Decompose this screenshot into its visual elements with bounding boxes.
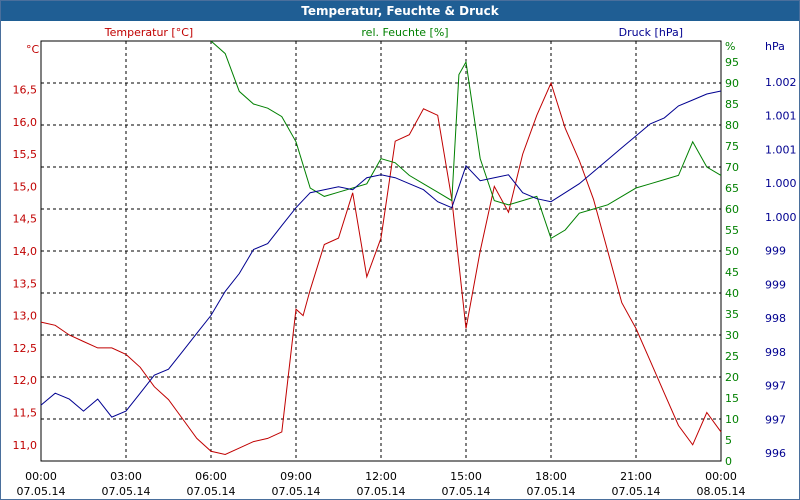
- humidity-tick-label: 20: [725, 371, 739, 384]
- pressure-axis: 996 997 997 998 998 999 999 1.000 1.000 1.001 1.00…: [765, 76, 797, 460]
- pressure-axis-title: Druck [hPa]: [619, 26, 683, 39]
- x-tick-time: 00:00: [705, 470, 737, 483]
- x-tick-date: 07.05.14: [612, 485, 661, 498]
- x-tick-date: 07.05.14: [187, 485, 236, 498]
- humidity-tick-label: 55: [725, 224, 739, 237]
- humidity-tick-label: 40: [725, 287, 739, 300]
- pressure-tick-label: 1.001: [765, 143, 797, 156]
- humidity-axis: 0 5 10 15 20 25 30 35 40 45 50 55 60 65 70 75 80 85 90 95: [725, 56, 739, 468]
- x-tick-time: 21:00: [620, 470, 652, 483]
- temperature-tick-label: 11,0: [13, 439, 38, 452]
- humidity-axis-unit: %: [725, 40, 735, 53]
- humidity-series-line: [210, 40, 722, 240]
- humidity-tick-label: 80: [725, 119, 739, 132]
- humidity-tick-label: 10: [725, 413, 739, 426]
- grid: [41, 41, 721, 461]
- pressure-tick-label: 1.001: [765, 110, 797, 123]
- temperature-axis: 11,0 11,5 12,0 12,5 13,0 13,5 14,0 14,5 15,0 15,5…: [13, 83, 38, 451]
- humidity-tick-label: 75: [725, 140, 739, 153]
- humidity-tick-label: 85: [725, 98, 739, 111]
- temperature-tick-label: 15,0: [13, 180, 38, 193]
- pressure-tick-label: 999: [765, 245, 786, 258]
- x-tick-date: 07.05.14: [527, 485, 576, 498]
- x-tick-time: 00:00: [25, 470, 57, 483]
- x-tick-date: 07.05.14: [17, 485, 66, 498]
- time-axis: 00:00 07.05.14 03:00 07.05.14 06:00 07.05.14 0…: [17, 470, 746, 498]
- temperature-tick-label: 12,0: [13, 374, 38, 387]
- pressure-axis-unit: hPa: [765, 40, 785, 53]
- temperature-tick-label: 11,5: [13, 407, 38, 420]
- x-tick-date: 07.05.14: [102, 485, 151, 498]
- pressure-tick-label: 1.000: [765, 177, 797, 190]
- humidity-tick-label: 50: [725, 245, 739, 258]
- x-tick-date: 07.05.14: [442, 485, 491, 498]
- temperature-series-line: [40, 81, 722, 456]
- x-tick-time: 03:00: [110, 470, 142, 483]
- humidity-tick-label: 35: [725, 308, 739, 321]
- humidity-tick-label: 45: [725, 266, 739, 279]
- humidity-tick-label: 95: [725, 56, 739, 69]
- pressure-tick-label: 997: [765, 380, 786, 393]
- series-lines: [40, 40, 722, 456]
- pressure-tick-label: 998: [765, 312, 786, 325]
- x-tick-time: 12:00: [365, 470, 397, 483]
- temperature-tick-label: 14,5: [13, 213, 38, 226]
- temperature-tick-label: 12,5: [13, 342, 38, 355]
- temperature-tick-label: 16,0: [13, 116, 38, 129]
- x-tick-time: 09:00: [280, 470, 312, 483]
- x-tick-date: 08.05.14: [697, 485, 746, 498]
- pressure-tick-label: 997: [765, 413, 786, 426]
- temperature-axis-unit: °C: [26, 43, 40, 56]
- x-tick-time: 18:00: [535, 470, 567, 483]
- pressure-tick-label: 998: [765, 346, 786, 359]
- humidity-tick-label: 60: [725, 203, 739, 216]
- pressure-tick-label: 996: [765, 447, 786, 460]
- pressure-series-line: [40, 90, 722, 418]
- temperature-tick-label: 15,5: [13, 148, 38, 161]
- temperature-tick-label: 13,0: [13, 310, 38, 323]
- humidity-axis-title: rel. Feuchte [%]: [361, 26, 448, 39]
- window-title: Temperatur, Feuchte & Druck: [1, 1, 799, 21]
- temperature-axis-title: Temperatur [°C]: [104, 26, 193, 39]
- humidity-tick-label: 5: [725, 434, 732, 447]
- humidity-tick-label: 65: [725, 182, 739, 195]
- x-tick-time: 06:00: [195, 470, 227, 483]
- humidity-tick-label: 25: [725, 350, 739, 363]
- x-tick-time: 15:00: [450, 470, 482, 483]
- temperature-tick-label: 16,5: [13, 83, 38, 96]
- pressure-tick-label: 999: [765, 278, 786, 291]
- humidity-tick-label: 30: [725, 329, 739, 342]
- humidity-tick-label: 90: [725, 77, 739, 90]
- pressure-tick-label: 1.000: [765, 211, 797, 224]
- x-tick-date: 07.05.14: [272, 485, 321, 498]
- humidity-tick-label: 0: [725, 455, 732, 468]
- temperature-tick-label: 13,5: [13, 277, 38, 290]
- humidity-tick-label: 70: [725, 161, 739, 174]
- x-tick-date: 07.05.14: [357, 485, 406, 498]
- pressure-tick-label: 1.002: [765, 76, 797, 89]
- humidity-tick-label: 15: [725, 392, 739, 405]
- temperature-tick-label: 14,0: [13, 245, 38, 258]
